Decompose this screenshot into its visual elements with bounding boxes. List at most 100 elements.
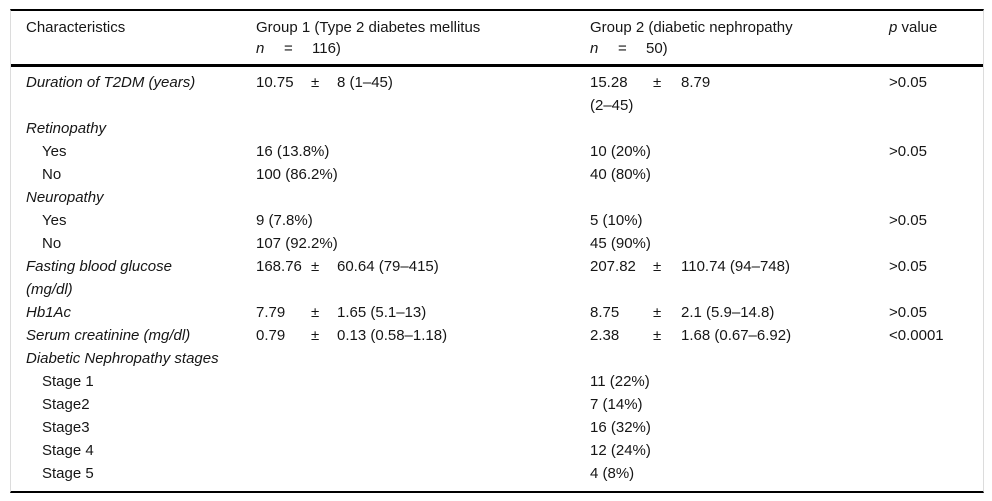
group2-n-symbol: n [590, 40, 599, 57]
group-count-value: 9 (7.8%) [256, 212, 313, 229]
p-value-word: value [897, 19, 938, 36]
group-count-value: 45 (90%) [590, 235, 651, 252]
p-value-cell [889, 462, 983, 491]
group2-sample-size: 50) [646, 40, 668, 57]
group-count-value: 40 (80%) [590, 166, 651, 183]
group-count-value: 107 (92.2%) [256, 235, 338, 252]
characteristics-table: Characteristics Group 1 (Type 2 diabetes… [11, 11, 983, 491]
table-row: No 100 (86.2%) 40 (80%) [11, 163, 983, 186]
row-label: Stage 1 [42, 373, 94, 390]
sd-range-value: 0.13 (0.58–1.18) [337, 327, 448, 344]
p-value: >0.05 [889, 212, 927, 229]
group2-header-line1: Group 2 (diabetic nephropathy [590, 19, 793, 36]
group2-value-cell: 4 (8%) [590, 462, 889, 491]
table-row: Yes 16 (13.8%) 10 (20%) >0.05 [11, 140, 983, 163]
row-label-cell: Retinopathy [11, 117, 256, 140]
group2-value-cell: 12 (24%) [590, 439, 889, 462]
row-label-cell: Stage 1 [11, 370, 256, 393]
table-row: Retinopathy [11, 117, 983, 140]
group2-value-cell [590, 117, 889, 140]
group-count-value: 5 (10%) [590, 212, 643, 229]
group1-value-cell: 16 (13.8%) [256, 140, 590, 163]
table-row: Stage 1 11 (22%) [11, 370, 983, 393]
p-value-cell [889, 232, 983, 255]
group-count-value: 12 (24%) [590, 442, 651, 459]
p-value-cell [889, 163, 983, 186]
row-label-cell: Stage 4 [11, 439, 256, 462]
table-row: Stage3 16 (32%) [11, 416, 983, 439]
table-row: Yes 9 (7.8%) 5 (10%) >0.05 [11, 209, 983, 232]
p-value-cell [889, 393, 983, 416]
group1-n-symbol: n [256, 40, 265, 57]
group1-sample-size: 116) [312, 40, 341, 57]
group2-value-cell: 45 (90%) [590, 232, 889, 255]
row-label-line2: (mg/dl) [26, 281, 73, 298]
row-label: Neuropathy [26, 189, 104, 206]
group-count-value: 16 (32%) [590, 419, 651, 436]
row-label-cell: Stage 5 [11, 462, 256, 491]
group1-header-line2: n = 116) [256, 38, 590, 59]
mean-value: 10.75 [256, 74, 294, 91]
row-label-cell: Hb1Ac [11, 301, 256, 324]
plus-minus-sign: ± [653, 304, 662, 321]
row-label: No [42, 166, 62, 183]
table-body: Duration of T2DM (years) 10.75 ±8 (1–45) 15… [11, 66, 983, 492]
p-value-cell [889, 347, 983, 370]
row-label-cell: Fasting blood glucose (mg/dl) [11, 255, 256, 301]
col-header-characteristics-label: Characteristics [26, 19, 126, 36]
sd-range-value: 2.1 (5.9–14.8) [681, 304, 775, 321]
group-count-value: 7 (14%) [590, 396, 643, 413]
mean-value: 15.28 [590, 74, 628, 91]
group-count-value: 11 (22%) [590, 373, 650, 390]
plus-minus-sign: ± [311, 258, 320, 275]
table-row: Serum creatinine (mg/dl) 0.79 ±0.13 (0.58–… [11, 324, 983, 347]
row-label-cell: Stage3 [11, 416, 256, 439]
sd-range-value: 8.79 [681, 74, 711, 91]
group2-value-cell: 40 (80%) [590, 163, 889, 186]
table-row: Neuropathy [11, 186, 983, 209]
group1-header-line1: Group 1 (Type 2 diabetes mellitus [256, 19, 481, 36]
row-label: Stage2 [42, 396, 90, 413]
row-label: Retinopathy [26, 120, 107, 137]
plus-minus-sign: ± [653, 258, 662, 275]
table-row: Fasting blood glucose (mg/dl) 168.76 ±60.64… [11, 255, 983, 301]
group1-value-cell [256, 347, 590, 370]
row-label: No [42, 235, 62, 252]
p-value-cell [889, 117, 983, 140]
group1-value-cell: 7.79 ±1.65 (5.1–13) [256, 301, 590, 324]
p-value-cell [889, 186, 983, 209]
mean-value: 207.82 [590, 258, 636, 275]
row-label-cell: Stage2 [11, 393, 256, 416]
p-value-cell: >0.05 [889, 66, 983, 118]
table-row: Stage 5 4 (8%) [11, 462, 983, 491]
row-label: Stage 4 [42, 442, 94, 459]
plus-minus-sign: ± [653, 327, 662, 344]
group2-value-cell: 11 (22%) [590, 370, 889, 393]
group2-value-cell: 5 (10%) [590, 209, 889, 232]
group1-value-cell [256, 439, 590, 462]
p-value-cell: >0.05 [889, 209, 983, 232]
group2-value-cell: 7 (14%) [590, 393, 889, 416]
group2-value-cell: 16 (32%) [590, 416, 889, 439]
row-label-cell: No [11, 163, 256, 186]
group1-value-cell [256, 186, 590, 209]
table-header: Characteristics Group 1 (Type 2 diabetes… [11, 11, 983, 67]
group1-value-cell [256, 370, 590, 393]
range-second-line: (2–45) [590, 97, 634, 114]
row-label: Yes [42, 143, 67, 160]
group1-value-cell [256, 416, 590, 439]
group1-value-cell: 9 (7.8%) [256, 209, 590, 232]
p-symbol: p [889, 19, 898, 36]
plus-minus-sign: ± [311, 327, 320, 344]
col-header-characteristics: Characteristics [11, 11, 256, 67]
plus-minus-sign: ± [311, 74, 320, 91]
p-value: <0.0001 [889, 327, 944, 344]
row-label-cell: Diabetic Nephropathy stages [11, 347, 256, 370]
group2-value-cell: 8.75 ±2.1 (5.9–14.8) [590, 301, 889, 324]
p-value-cell [889, 370, 983, 393]
sd-range-value: 1.68 (0.67–6.92) [681, 327, 792, 344]
group1-value-cell [256, 393, 590, 416]
col-header-pvalue: p value [889, 11, 983, 67]
mean-value: 0.79 [256, 327, 286, 344]
row-label-cell: Yes [11, 209, 256, 232]
